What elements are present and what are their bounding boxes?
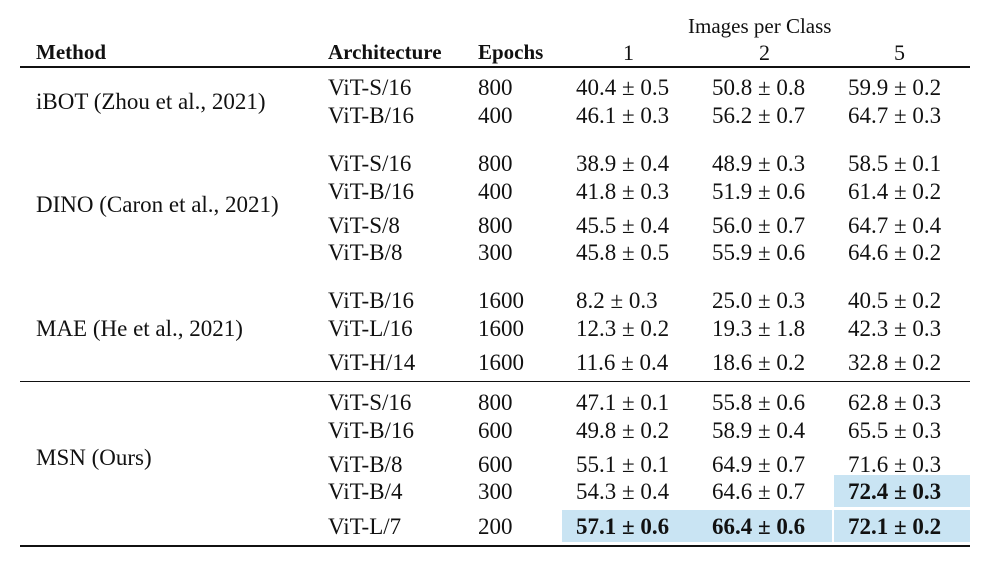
accuracy-cell: 48.9 ± 0.3 bbox=[712, 151, 806, 176]
epochs-cell: 800 bbox=[478, 75, 513, 100]
accuracy-cell: 64.7 ± 0.3 bbox=[848, 103, 942, 128]
architecture-cell: ViT-B/8 bbox=[328, 452, 403, 477]
accuracy-cell: 58.5 ± 0.1 bbox=[848, 151, 942, 176]
accuracy-cell: 54.3 ± 0.4 bbox=[576, 479, 670, 504]
accuracy-cell: 58.9 ± 0.4 bbox=[712, 418, 806, 443]
accuracy-cell: 46.1 ± 0.3 bbox=[576, 103, 670, 128]
architecture-cell: ViT-S/8 bbox=[328, 213, 400, 238]
accuracy-cell: 8.2 ± 0.3 bbox=[576, 288, 658, 313]
accuracy-cell: 72.1 ± 0.2 bbox=[848, 514, 942, 539]
accuracy-cell: 47.1 ± 0.1 bbox=[576, 390, 670, 415]
accuracy-cell: 45.8 ± 0.5 bbox=[576, 240, 670, 265]
epochs-cell: 800 bbox=[478, 390, 513, 415]
accuracy-cell: 55.8 ± 0.6 bbox=[712, 390, 806, 415]
accuracy-cell: 19.3 ± 1.8 bbox=[712, 316, 806, 341]
architecture-cell: ViT-S/16 bbox=[328, 75, 412, 100]
ipc-header-1: 1 bbox=[623, 40, 634, 65]
accuracy-cell: 62.8 ± 0.3 bbox=[848, 390, 942, 415]
accuracy-cell: 55.9 ± 0.6 bbox=[712, 240, 806, 265]
architecture-cell: ViT-L/16 bbox=[328, 316, 413, 341]
accuracy-cell: 56.0 ± 0.7 bbox=[712, 213, 806, 238]
accuracy-cell: 41.8 ± 0.3 bbox=[576, 179, 670, 204]
epochs-cell: 300 bbox=[478, 479, 513, 504]
accuracy-cell: 51.9 ± 0.6 bbox=[712, 179, 806, 204]
method-name: MSN (Ours) bbox=[36, 445, 152, 470]
method-name: iBOT (Zhou et al., 2021) bbox=[36, 89, 266, 114]
accuracy-cell: 71.6 ± 0.3 bbox=[848, 452, 942, 477]
msn-separator-rule bbox=[20, 381, 970, 382]
best-result-highlight bbox=[697, 510, 832, 542]
accuracy-cell: 32.8 ± 0.2 bbox=[848, 350, 942, 375]
epochs-cell: 800 bbox=[478, 151, 513, 176]
accuracy-cell: 57.1 ± 0.6 bbox=[576, 514, 670, 539]
accuracy-cell: 18.6 ± 0.2 bbox=[712, 350, 806, 375]
accuracy-cell: 40.4 ± 0.5 bbox=[576, 75, 670, 100]
top-rule bbox=[20, 66, 970, 68]
accuracy-cell: 64.7 ± 0.4 bbox=[848, 213, 942, 238]
epochs-cell: 400 bbox=[478, 103, 513, 128]
architecture-cell: ViT-L/7 bbox=[328, 514, 402, 539]
architecture-header: Architecture bbox=[328, 40, 442, 64]
epochs-cell: 300 bbox=[478, 240, 513, 265]
method-name: DINO (Caron et al., 2021) bbox=[36, 192, 279, 217]
accuracy-cell: 61.4 ± 0.2 bbox=[848, 179, 942, 204]
architecture-cell: ViT-S/16 bbox=[328, 390, 412, 415]
architecture-cell: ViT-B/4 bbox=[328, 479, 403, 504]
accuracy-cell: 42.3 ± 0.3 bbox=[848, 316, 942, 341]
ipc-header-2: 2 bbox=[759, 40, 770, 65]
accuracy-cell: 72.4 ± 0.3 bbox=[848, 479, 942, 504]
architecture-cell: ViT-H/14 bbox=[328, 350, 416, 375]
architecture-cell: ViT-B/16 bbox=[328, 179, 414, 204]
accuracy-cell: 65.5 ± 0.3 bbox=[848, 418, 942, 443]
accuracy-cell: 11.6 ± 0.4 bbox=[576, 350, 669, 375]
accuracy-cell: 45.5 ± 0.4 bbox=[576, 213, 670, 238]
best-result-highlight bbox=[562, 510, 697, 542]
method-name: MAE (He et al., 2021) bbox=[36, 316, 243, 341]
accuracy-cell: 50.8 ± 0.8 bbox=[712, 75, 806, 100]
accuracy-cell: 40.5 ± 0.2 bbox=[848, 288, 942, 313]
epochs-cell: 400 bbox=[478, 179, 513, 204]
accuracy-cell: 66.4 ± 0.6 bbox=[712, 514, 806, 539]
accuracy-cell: 64.6 ± 0.2 bbox=[848, 240, 942, 265]
architecture-cell: ViT-B/16 bbox=[328, 418, 414, 443]
method-header: Method bbox=[36, 40, 106, 64]
accuracy-cell: 56.2 ± 0.7 bbox=[712, 103, 806, 128]
architecture-cell: ViT-B/8 bbox=[328, 240, 403, 265]
epochs-header: Epochs bbox=[478, 40, 544, 64]
accuracy-cell: 64.9 ± 0.7 bbox=[712, 452, 806, 477]
epochs-cell: 600 bbox=[478, 418, 513, 443]
epochs-cell: 1600 bbox=[478, 350, 524, 375]
accuracy-cell: 49.8 ± 0.2 bbox=[576, 418, 670, 443]
accuracy-cell: 64.6 ± 0.7 bbox=[712, 479, 806, 504]
epochs-cell: 1600 bbox=[478, 288, 524, 313]
architecture-cell: ViT-S/16 bbox=[328, 151, 412, 176]
ipc-header-5: 5 bbox=[894, 40, 905, 65]
accuracy-cell: 59.9 ± 0.2 bbox=[848, 75, 942, 100]
accuracy-cell: 25.0 ± 0.3 bbox=[712, 288, 806, 313]
epochs-cell: 200 bbox=[478, 514, 513, 539]
epochs-cell: 1600 bbox=[478, 316, 524, 341]
images-per-class-header: Images per Class bbox=[688, 14, 832, 38]
epochs-cell: 800 bbox=[478, 213, 513, 238]
epochs-cell: 600 bbox=[478, 452, 513, 477]
best-result-highlight bbox=[834, 475, 970, 507]
best-result-highlight bbox=[834, 510, 970, 542]
accuracy-cell: 38.9 ± 0.4 bbox=[576, 151, 670, 176]
architecture-cell: ViT-B/16 bbox=[328, 103, 414, 128]
architecture-cell: ViT-B/16 bbox=[328, 288, 414, 313]
accuracy-cell: 12.3 ± 0.2 bbox=[576, 316, 670, 341]
accuracy-cell: 55.1 ± 0.1 bbox=[576, 452, 670, 477]
bottom-rule bbox=[20, 545, 970, 547]
